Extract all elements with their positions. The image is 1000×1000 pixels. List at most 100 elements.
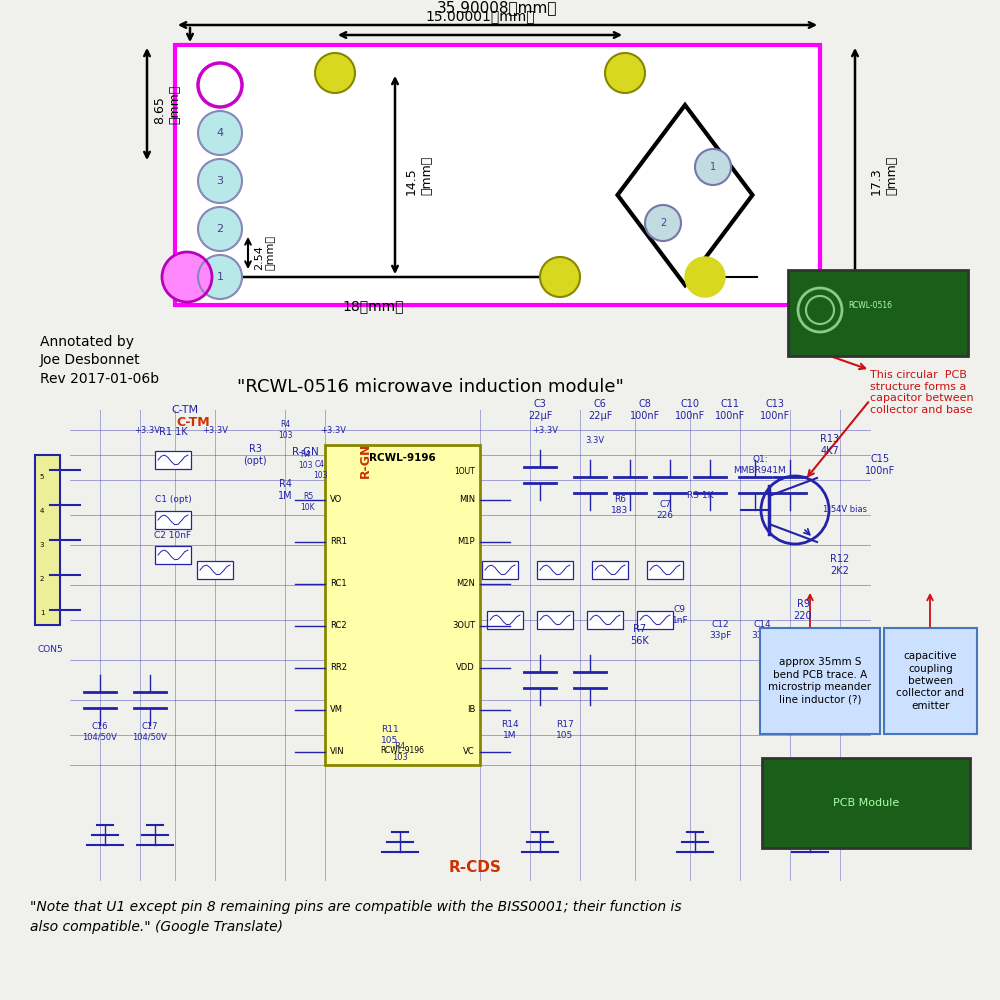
Text: RC2: RC2 (330, 621, 347, 631)
Text: C4
103: C4 103 (313, 460, 327, 480)
Text: 18（mm）: 18（mm） (343, 299, 404, 313)
Text: PCB Module: PCB Module (833, 798, 899, 808)
Text: M2N: M2N (456, 580, 475, 588)
FancyBboxPatch shape (760, 628, 880, 734)
Text: R9
220: R9 220 (794, 599, 812, 621)
Text: Annotated by
Joe Desbonnet
Rev 2017-01-06b: Annotated by Joe Desbonnet Rev 2017-01-0… (40, 335, 159, 386)
Text: C14
33pF: C14 33pF (751, 620, 773, 640)
Text: "Note that U1 except pin 8 remaining pins are compatible with the BISS0001; thei: "Note that U1 except pin 8 remaining pin… (30, 900, 682, 934)
Text: C-TM: C-TM (171, 405, 199, 415)
Text: VO: VO (330, 495, 342, 504)
Bar (155, 511, 191, 529)
Circle shape (198, 207, 242, 251)
Text: R1 1K: R1 1K (159, 427, 187, 437)
Text: C9
1nF: C9 1nF (672, 605, 688, 625)
Text: RCWL-0516: RCWL-0516 (848, 300, 892, 310)
Text: 1: 1 (216, 272, 224, 282)
Text: 3.3V: 3.3V (585, 436, 605, 445)
Text: R4
103: R4 103 (392, 742, 408, 762)
Circle shape (198, 159, 242, 203)
Text: C17
104/50V: C17 104/50V (133, 722, 167, 742)
Text: R3
(opt): R3 (opt) (243, 444, 267, 466)
Text: 14.5
（mm）: 14.5 （mm） (405, 155, 433, 195)
Bar (35, 455, 60, 625)
Text: C3
22μF: C3 22μF (528, 399, 552, 421)
Bar (155, 546, 191, 564)
Text: 4: 4 (216, 128, 224, 138)
Text: "RCWL-0516 microwave induction module": "RCWL-0516 microwave induction module" (237, 378, 623, 396)
Text: R4
103: R4 103 (278, 420, 292, 440)
Circle shape (685, 257, 725, 297)
Text: 1.54V bias: 1.54V bias (823, 506, 867, 514)
Text: 3: 3 (40, 542, 44, 548)
Text: 15.00001（mm）: 15.00001（mm） (425, 9, 535, 23)
Text: C13
100nF: C13 100nF (760, 399, 790, 421)
Text: 1: 1 (710, 162, 716, 172)
Text: 3: 3 (216, 176, 224, 186)
Text: RR1: RR1 (330, 538, 347, 546)
Text: VC: VC (463, 748, 475, 756)
Text: C16
104/50V: C16 104/50V (83, 722, 117, 742)
Text: 2: 2 (40, 576, 44, 582)
Text: 0.75（mm）: 0.75（mm） (825, 323, 899, 337)
Text: R6
183: R6 183 (611, 495, 629, 515)
Bar (788, 270, 968, 356)
Circle shape (198, 111, 242, 155)
Text: 2: 2 (216, 224, 224, 234)
Text: C10
100nF: C10 100nF (675, 399, 705, 421)
Text: R-GN: R-GN (292, 447, 318, 457)
Bar (155, 451, 191, 469)
Text: C1 (opt): C1 (opt) (155, 495, 191, 504)
Text: 2: 2 (660, 218, 666, 228)
Text: 35.90008（mm）: 35.90008（mm） (437, 0, 558, 15)
Circle shape (605, 53, 645, 93)
Text: VIN: VIN (330, 748, 345, 756)
Text: C12
33pF: C12 33pF (709, 620, 731, 640)
Text: VDD: VDD (456, 664, 475, 672)
Bar (482, 561, 518, 579)
Bar (175, 45, 820, 305)
Bar (647, 561, 683, 579)
Text: C2 10nF: C2 10nF (154, 530, 192, 540)
Circle shape (198, 255, 242, 299)
FancyBboxPatch shape (884, 628, 977, 734)
Text: +3.3V: +3.3V (134, 426, 160, 435)
Bar (537, 561, 573, 579)
Text: R5
10K: R5 10K (301, 492, 315, 512)
Bar (587, 611, 623, 629)
Text: C8
100nF: C8 100nF (630, 399, 660, 421)
Text: approx 35mm S
bend PCB trace. A
microstrip meander
line inductor (?): approx 35mm S bend PCB trace. A microstr… (768, 657, 872, 705)
Text: 8.65
（mm）: 8.65 （mm） (153, 84, 181, 124)
Text: R14
1M: R14 1M (501, 720, 519, 740)
Text: RR2: RR2 (330, 664, 347, 672)
Text: R4
103: R4 103 (298, 450, 312, 470)
Text: R11
105: R11 105 (381, 725, 399, 745)
Circle shape (695, 149, 731, 185)
Text: RCWL-9196: RCWL-9196 (369, 453, 436, 463)
Text: RC1: RC1 (330, 580, 347, 588)
Circle shape (540, 257, 580, 297)
Text: R4
1M: R4 1M (278, 479, 292, 501)
Text: 5: 5 (40, 474, 44, 480)
Text: C6
22μF: C6 22μF (588, 399, 612, 421)
Text: C-TM: C-TM (176, 416, 210, 428)
Bar (197, 561, 233, 579)
Text: IB: IB (467, 706, 475, 714)
Text: CON5: CON5 (37, 645, 63, 654)
Text: capacitive
coupling
between
collector and
emitter: capacitive coupling between collector an… (896, 651, 964, 711)
Text: Q1:
MMBR941M: Q1: MMBR941M (734, 455, 786, 475)
Text: 2.54
（mm）: 2.54 （mm） (254, 235, 276, 270)
Text: R13
4K7: R13 4K7 (820, 434, 840, 456)
Text: R7
56K: R7 56K (631, 624, 649, 646)
Bar (762, 758, 970, 848)
Text: C11
100nF: C11 100nF (715, 399, 745, 421)
Circle shape (162, 252, 212, 302)
Text: 1: 1 (40, 610, 44, 616)
Text: 1OUT: 1OUT (454, 467, 475, 476)
Text: 4: 4 (40, 508, 44, 514)
Bar (637, 611, 673, 629)
Text: VM: VM (330, 706, 343, 714)
Bar (487, 611, 523, 629)
Text: +3.3V: +3.3V (320, 426, 346, 435)
Bar (592, 561, 628, 579)
